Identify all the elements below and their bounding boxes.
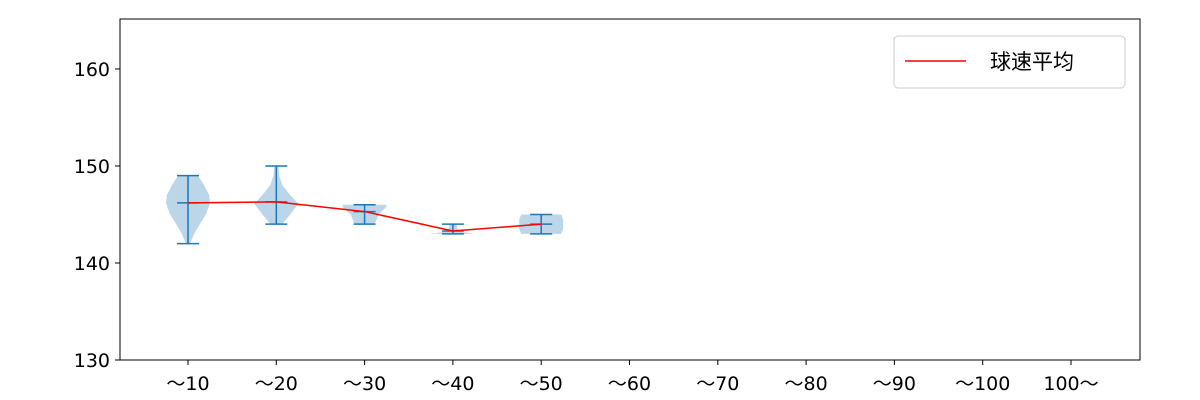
x-tick-label: ～10	[166, 373, 209, 395]
x-tick-label: 100～	[1043, 373, 1098, 395]
x-tick-label: ～40	[431, 373, 474, 395]
x-tick-label: ～20	[255, 373, 298, 395]
x-tick-label: ～80	[785, 373, 828, 395]
x-tick-label: ～50	[520, 373, 563, 395]
mean-speed-line	[187, 201, 542, 232]
y-tick-label: 130	[74, 350, 110, 372]
x-tick-label: ～100	[955, 373, 1010, 395]
x-tick-label: ～70	[696, 373, 739, 395]
legend: 球速平均	[893, 35, 1126, 89]
y-tick-label: 160	[74, 59, 110, 81]
x-tick-label: ～90	[873, 373, 916, 395]
x-tick-label: ～60	[608, 373, 651, 395]
legend-label: 球速平均	[990, 50, 1074, 74]
x-tick-label: ～30	[343, 373, 386, 395]
legend-box	[893, 35, 1126, 89]
y-tick-label: 140	[74, 253, 110, 275]
y-tick-label: 150	[74, 156, 110, 178]
